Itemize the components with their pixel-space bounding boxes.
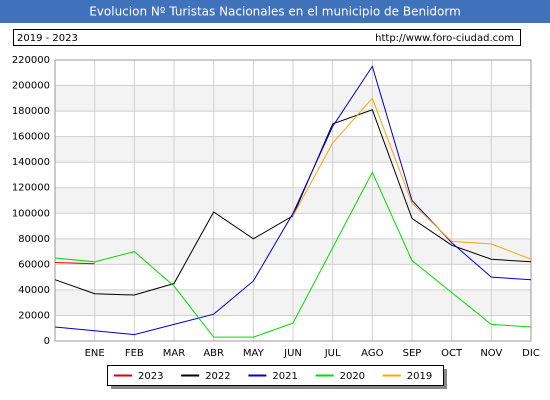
subtitle: 2019 - 2023 bbox=[17, 33, 78, 44]
y-tick-label: 80000 bbox=[18, 234, 50, 245]
plot-frame bbox=[54, 59, 532, 342]
y-tick-label: 180000 bbox=[12, 106, 50, 117]
x-tick-label: JUN bbox=[283, 348, 302, 359]
y-tick-label: 120000 bbox=[12, 183, 50, 194]
x-tick-label: DIC bbox=[522, 348, 540, 359]
y-tick-label: 0 bbox=[44, 336, 50, 347]
y-tick-label: 20000 bbox=[18, 310, 50, 321]
x-tick-label: SEP bbox=[403, 348, 422, 359]
subtitle-box bbox=[13, 29, 521, 46]
x-tick-label: FEB bbox=[125, 348, 144, 359]
x-tick-label: MAY bbox=[243, 348, 265, 359]
y-tick-label: 140000 bbox=[12, 157, 50, 168]
x-tick-label: JUL bbox=[324, 348, 341, 359]
title-bar bbox=[0, 0, 550, 23]
x-tick-label: NOV bbox=[480, 348, 502, 359]
x-tick-label: MAR bbox=[163, 348, 185, 359]
legend-label: 2023 bbox=[138, 371, 163, 382]
legend-label: 2019 bbox=[407, 371, 432, 382]
line-series bbox=[54, 171, 532, 338]
legend-label: 2020 bbox=[340, 371, 365, 382]
x-tick-label: ENE bbox=[85, 348, 105, 359]
source: http://www.foro-ciudad.com bbox=[375, 33, 514, 44]
x-tick-label: ABR bbox=[203, 348, 224, 359]
legend bbox=[107, 365, 444, 386]
legend-label: 2021 bbox=[272, 371, 297, 382]
legend-label: 2022 bbox=[205, 371, 230, 382]
y-tick-label: 200000 bbox=[12, 81, 50, 92]
y-tick-label: 160000 bbox=[12, 132, 50, 143]
line-series bbox=[54, 261, 95, 265]
y-tick-label: 40000 bbox=[18, 285, 50, 296]
line-series bbox=[54, 65, 532, 336]
chart-title: Evolucion Nº Turistas Nacionales en el m… bbox=[89, 5, 461, 19]
y-tick-label: 220000 bbox=[12, 55, 50, 66]
x-tick-label: AGO bbox=[361, 348, 383, 359]
line-series bbox=[292, 97, 532, 260]
y-tick-label: 100000 bbox=[12, 208, 50, 219]
x-tick-label: OCT bbox=[441, 348, 463, 359]
y-tick-label: 60000 bbox=[18, 259, 50, 270]
